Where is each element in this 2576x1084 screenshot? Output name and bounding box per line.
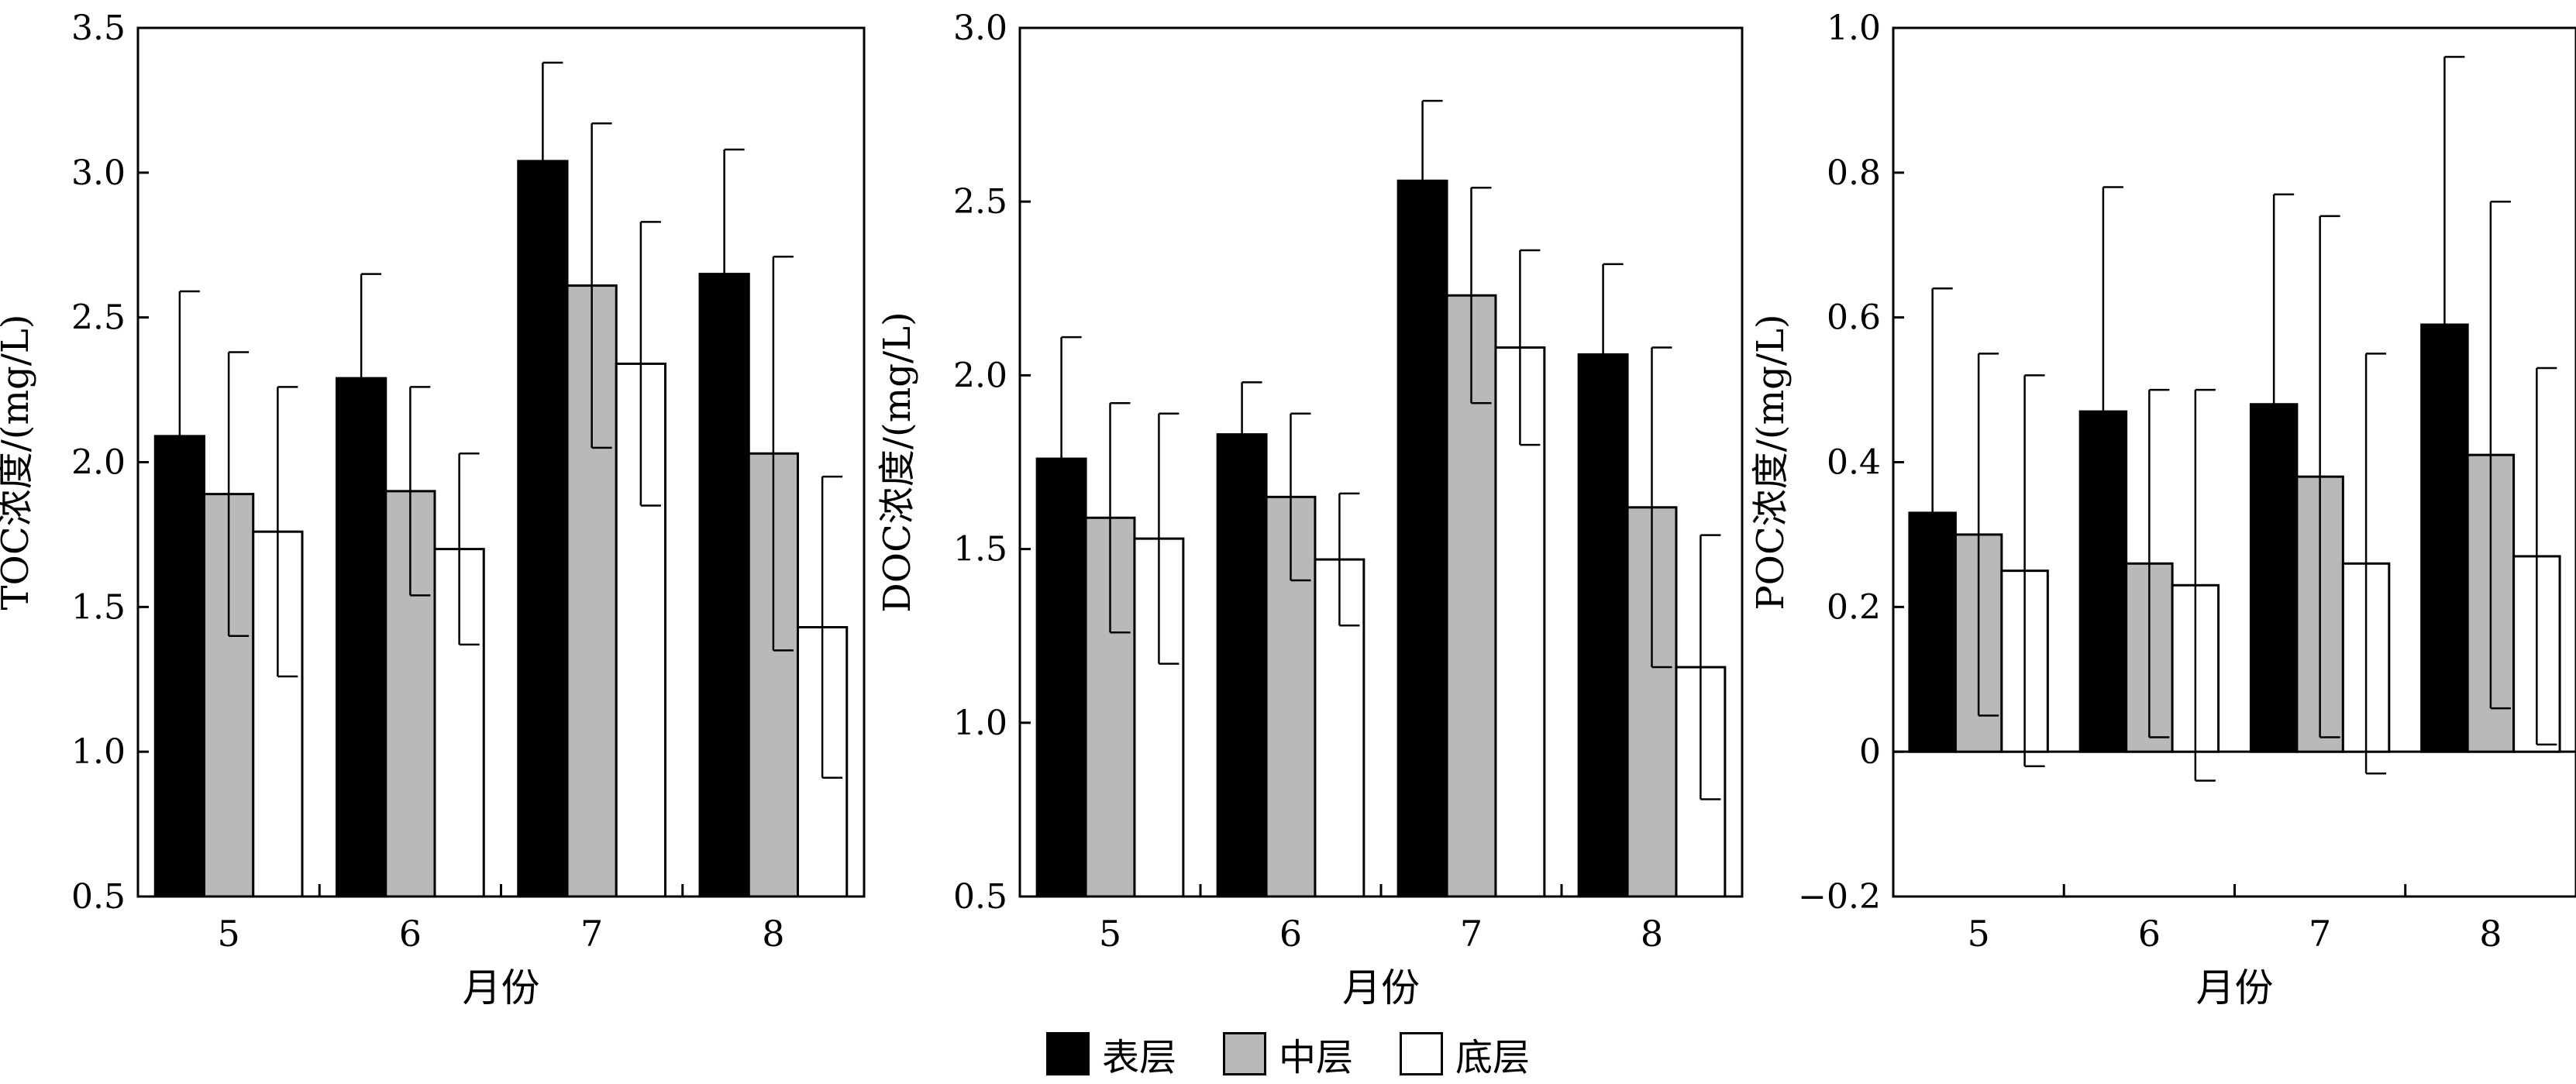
- legend-item-middle: 中层: [1222, 1027, 1353, 1081]
- legend-swatch-middle: [1222, 1032, 1266, 1075]
- y-tick-label: 1.0: [953, 704, 1007, 743]
- x-tick-label: 7: [1460, 913, 1483, 955]
- bar-bottom: [1314, 558, 1365, 898]
- bar-surface: [1216, 433, 1268, 898]
- x-tick-label: 6: [2138, 913, 2161, 955]
- x-tick-label: 8: [762, 913, 784, 955]
- y-tick-label: 3.0: [953, 9, 1007, 48]
- y-tick-label: 1.0: [1827, 9, 1881, 48]
- x-tick-label: 8: [1641, 913, 1663, 955]
- bar-surface: [1396, 179, 1448, 898]
- y-tick-label: 1.0: [71, 732, 126, 772]
- legend-swatch-bottom: [1400, 1032, 1443, 1075]
- x-tick-label: 6: [399, 913, 422, 955]
- y-tick-label: 0.8: [1827, 153, 1881, 193]
- bar-middle: [203, 493, 255, 898]
- legend-item-bottom: 底层: [1400, 1027, 1530, 1081]
- bar-surface: [517, 160, 569, 898]
- y-axis-label: TOC浓度/(mg/L): [0, 314, 37, 610]
- y-tick-label: 3.0: [71, 153, 126, 193]
- legend-label-bottom: 底层: [1455, 1036, 1531, 1079]
- y-tick-label: 0.5: [953, 877, 1007, 917]
- y-tick-label: 0: [1859, 732, 1881, 772]
- y-tick-label: 2.5: [953, 182, 1007, 222]
- legend-swatch-surface: [1045, 1032, 1090, 1075]
- legend: 表层 中层 底层: [0, 1027, 2576, 1081]
- x-tick-label: 5: [1967, 913, 1989, 955]
- y-tick-label: 0.6: [1827, 298, 1881, 338]
- chart-panel-1: 0.5 1.0 1.5 2.0 2.5 3.0 3.5 5 6 7 8 月份 TOC浓度/(mg/L): [0, 9, 866, 1010]
- x-tick-label: 5: [1099, 913, 1121, 955]
- y-tick-label: 3.5: [71, 9, 126, 48]
- x-tick-label: 5: [217, 913, 239, 955]
- y-tick-label: 0.4: [1827, 443, 1881, 483]
- x-axis-label: 月份: [2196, 965, 2274, 1010]
- x-tick-label: 7: [580, 913, 603, 955]
- y-axis-label: DOC浓度/(mg/L): [876, 311, 919, 612]
- y-tick-label: 1.5: [71, 587, 126, 627]
- x-axis-label: 月份: [463, 965, 540, 1010]
- y-tick-label: 0.2: [1827, 587, 1881, 627]
- legend-label-surface: 表层: [1101, 1036, 1176, 1079]
- y-tick-label: 0.5: [71, 877, 126, 917]
- y-tick-label: 1.5: [953, 530, 1007, 570]
- charts-svg: 0.51.01.52.02.53.03.55 6 7 8月份TOC浓度/(mg/L)0…: [0, 9, 2576, 1010]
- y-axis-label: POC浓度/(mg/L): [1749, 314, 1793, 610]
- x-tick-label: 6: [1279, 913, 1302, 955]
- y-tick-label: −0.2: [1798, 877, 1881, 917]
- x-axis-label: 月份: [1342, 965, 1420, 1010]
- x-tick-label: 7: [2309, 913, 2331, 955]
- y-tick-label: 2.5: [71, 298, 126, 338]
- y-tick-label: 2.0: [953, 356, 1007, 395]
- x-tick-label: 8: [2479, 913, 2502, 955]
- chart-panel-3: −0.2 0 0.2 0.4 0.6 0.8 1.0 5 6 7 8 月份 POC浓度/(mg/L): [1749, 9, 2576, 1010]
- y-tick-label: 2.0: [71, 443, 126, 483]
- legend-label-middle: 中层: [1278, 1036, 1353, 1079]
- chart-panel-2: 0.5 1.0 1.5 2.0 2.5 3.0 5 6 7 8 月份 DOC浓度/(mg/L): [876, 9, 1744, 1010]
- legend-item-surface: 表层: [1045, 1027, 1176, 1081]
